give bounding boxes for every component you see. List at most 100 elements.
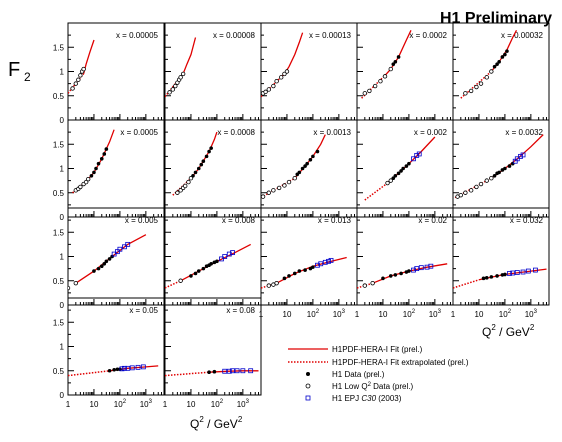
panel-data (68, 234, 147, 291)
x-tick-exponent: 2 (316, 309, 320, 315)
epj-point (520, 269, 526, 275)
y-tick-label: 0 (60, 391, 65, 400)
chart-title: H1 Preliminary (440, 10, 552, 27)
low-q2-point (271, 83, 276, 89)
epj-point (119, 366, 125, 372)
h1-point (297, 170, 302, 175)
low-q2-point (263, 89, 268, 95)
low-q2-point (182, 183, 188, 189)
panel: x = 0.0008 (164, 119, 262, 218)
low-q2-point (474, 184, 479, 190)
low-q2-point (73, 81, 79, 86)
legend-label: H1PDF-HERA-I Fit extrapolated (prel.) (332, 358, 469, 367)
x-tick-label: 103 (429, 309, 442, 319)
h1-point (303, 164, 307, 168)
h1-point (393, 273, 398, 277)
h1-point (191, 173, 195, 178)
panel-data (68, 39, 95, 94)
epj-point (240, 368, 246, 374)
x-tick-exponent: 2 (220, 399, 224, 405)
x-tick-label: 10 (475, 310, 484, 319)
h1-point (199, 162, 204, 167)
h1-point (102, 152, 107, 156)
h1-point (282, 276, 287, 281)
low-q2-point (78, 73, 83, 78)
h1-point (489, 275, 494, 279)
x-axis-titles: Q2 / GeV2 Q2 / GeV2 (190, 323, 535, 431)
panel-x-label: x = 0.0005 (120, 128, 158, 137)
panel: 1 10 102 103 x = 0.08 (163, 297, 262, 409)
panel-x-label: x = 0.05 (129, 306, 158, 315)
h1-point (287, 274, 291, 278)
panel: x = 0.00013 (260, 22, 358, 121)
h1-point (484, 276, 489, 280)
x-tick-label: 102 (499, 309, 512, 319)
x-tick-label: 10 (379, 310, 388, 319)
y-tick-label: 0.5 (53, 189, 65, 198)
epj-point (140, 364, 146, 370)
epj-point (533, 267, 538, 273)
h1-point (209, 146, 213, 150)
epj-point (315, 262, 320, 268)
panel-data (68, 364, 159, 377)
h1-point (193, 170, 198, 175)
h1-point (92, 269, 96, 273)
low-q2-point (478, 181, 484, 187)
low-q2-point (385, 180, 390, 186)
epj-point (135, 364, 141, 370)
y-axis-title-sub: 2 (24, 70, 31, 84)
h1-point (115, 367, 120, 372)
y-tick-label: 1.5 (53, 228, 65, 237)
panel-x-label: x = 0.008 (222, 216, 256, 225)
panel-x-label: x = 0.00008 (213, 31, 256, 40)
epj-point (418, 265, 424, 271)
legend-item: H1PDF-HERA-I Fit (prel.) (288, 345, 423, 354)
x-tick-label: 1 (66, 400, 71, 409)
panel-data (172, 131, 218, 196)
low-q2-point (68, 285, 71, 291)
epj-point (230, 250, 235, 256)
h1-point (505, 49, 509, 53)
panel-data (165, 37, 197, 98)
x-tick-label: 103 (525, 309, 538, 319)
low-q2-point (83, 179, 89, 185)
x-tick-label: 103 (237, 399, 250, 409)
h1-point (102, 261, 107, 266)
h1-point (399, 169, 403, 173)
fit-extrapolated-line (68, 370, 110, 377)
low-q2-point (378, 78, 383, 84)
h1-point (503, 272, 507, 277)
h1-point (193, 271, 198, 276)
y-tick-label: 1.5 (53, 318, 65, 327)
legend-label: H1 Data (prel.) (332, 370, 385, 379)
fit-line (276, 256, 347, 284)
legend-item: H1 EPJ C30 (2003) (305, 394, 402, 403)
epj-point (248, 368, 254, 374)
panel-data (72, 129, 115, 194)
y-tick-label: 0 (60, 301, 65, 310)
low-q2-point (484, 75, 489, 80)
epj-point (122, 365, 127, 371)
epj-point (219, 256, 224, 262)
low-q2-point (85, 176, 91, 182)
h1-point (94, 166, 98, 171)
low-q2-point (388, 66, 393, 72)
low-q2-point (458, 192, 464, 198)
low-q2-point (362, 91, 368, 96)
low-q2-point (372, 83, 378, 89)
h1-point (503, 166, 507, 171)
x-tick-exponent: 3 (438, 309, 442, 315)
low-q2-point (81, 66, 86, 72)
panel: x = 0.0013 (260, 119, 358, 218)
h1-point (507, 164, 512, 168)
h1-point (209, 261, 213, 266)
panel-x-label: x = 0.08 (226, 306, 255, 315)
legend-h1-marker (306, 372, 310, 376)
h1-point (305, 161, 309, 166)
panel-x-label: x = 0.00032 (501, 31, 544, 40)
panel-data (261, 134, 326, 199)
epj-point (226, 251, 232, 257)
fit-line (182, 37, 197, 75)
h1-point (393, 173, 398, 178)
